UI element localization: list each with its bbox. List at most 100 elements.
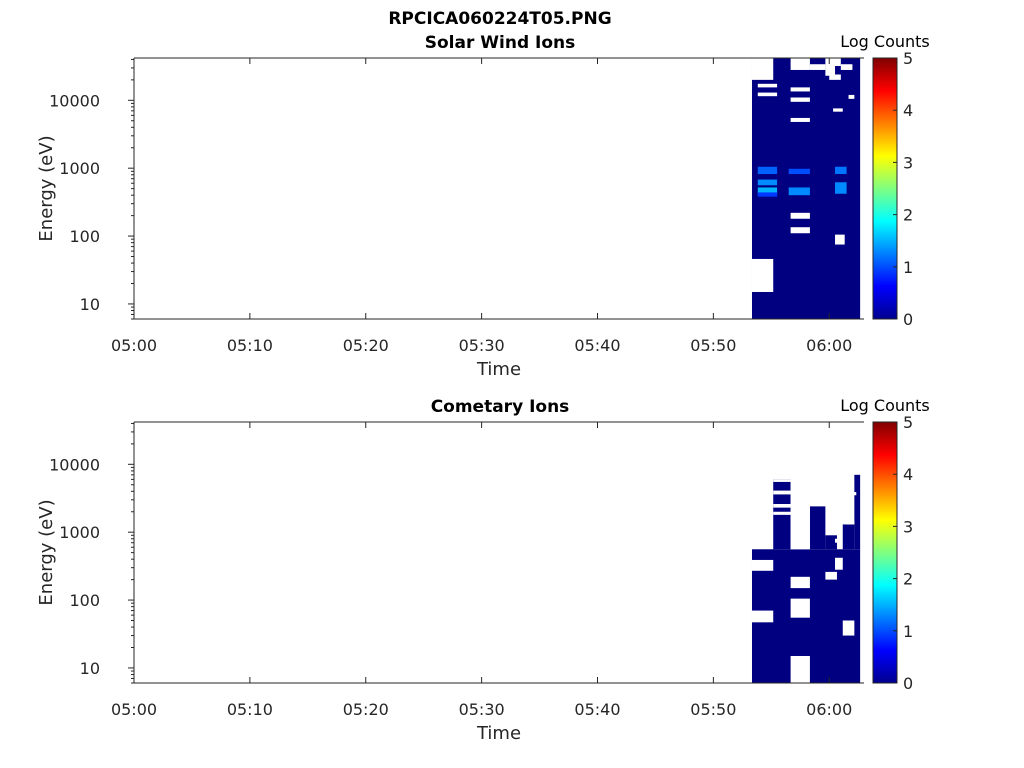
x-tick-label: 05:00 xyxy=(111,336,157,355)
colorbar-tick-label: 5 xyxy=(903,49,913,68)
x-tick-label: 05:40 xyxy=(574,700,620,719)
y-axis-label: Energy (eV) xyxy=(36,135,57,241)
x-tick-label: 05:30 xyxy=(459,700,505,719)
x-tick-label: 05:10 xyxy=(227,700,273,719)
data-cell xyxy=(842,524,855,550)
data-cell xyxy=(788,168,810,175)
colorbar-tick-label: 5 xyxy=(903,413,913,432)
data-gap xyxy=(773,511,791,515)
data-gap xyxy=(833,108,843,112)
colorbar-tick-label: 4 xyxy=(903,465,913,484)
data-gap xyxy=(751,58,774,80)
data-cell xyxy=(757,187,778,196)
y-tick-label: 1000 xyxy=(59,523,100,542)
data-gap xyxy=(757,83,778,88)
data-gap xyxy=(757,92,778,97)
colorbar-tick-label: 1 xyxy=(903,258,913,277)
x-tick-label: 05:30 xyxy=(459,336,505,355)
panel-title: Solar Wind Ions xyxy=(425,33,576,53)
data-cell xyxy=(854,474,861,550)
colorbar-tick-label: 0 xyxy=(903,310,913,329)
data-gap xyxy=(790,117,810,122)
data-gap xyxy=(846,510,853,515)
data-gap xyxy=(751,610,774,623)
data-gap xyxy=(844,486,853,490)
x-tick-label: 05:50 xyxy=(690,336,736,355)
data-gap xyxy=(831,478,843,482)
data-gap xyxy=(773,490,791,495)
figure-title: RPCICA060224T05.PNG xyxy=(388,9,611,29)
data-gap xyxy=(809,495,826,499)
data-gap xyxy=(833,502,839,507)
x-tick-label: 05:20 xyxy=(343,336,389,355)
colorbar-tick-label: 1 xyxy=(903,622,913,641)
data-gap xyxy=(825,571,837,580)
data-gap xyxy=(829,74,841,80)
y-tick-label: 1000 xyxy=(59,159,100,178)
colorbar xyxy=(872,421,898,684)
x-tick-label: 05:50 xyxy=(690,700,736,719)
x-tick-label: 05:20 xyxy=(343,700,389,719)
data-gap xyxy=(825,58,836,76)
data-gap xyxy=(842,470,853,474)
data-gap xyxy=(809,64,826,70)
data-cell xyxy=(757,179,778,186)
data-gap xyxy=(848,492,857,496)
data-gap xyxy=(790,655,810,683)
data-cell xyxy=(835,166,847,175)
solar-wind-ions-panel: Solar Wind Ions 05:00 05:10 05:20 05:30 05:4… xyxy=(36,32,930,380)
data-cell xyxy=(835,182,847,194)
data-gap xyxy=(790,97,810,102)
data-cell xyxy=(757,192,778,197)
colorbar-tick-label: 3 xyxy=(903,153,913,172)
y-tick-label: 100 xyxy=(69,591,100,610)
data-gap xyxy=(848,94,855,99)
panel-title: Cometary Ions xyxy=(431,397,570,417)
data-cell xyxy=(809,506,826,550)
data-gap xyxy=(809,470,826,474)
data-gap xyxy=(773,479,791,482)
colorbar-tick-label: 4 xyxy=(903,101,913,120)
data-gap xyxy=(840,64,853,70)
y-tick-label: 100 xyxy=(69,227,100,246)
data-gap xyxy=(790,598,810,618)
data-gap xyxy=(835,234,845,245)
data-gap xyxy=(842,620,855,636)
x-tick-label: 05:40 xyxy=(574,336,620,355)
cometary-ions-panel: Cometary Ions 05:00 05:10 05:20 05:30 05:40 0… xyxy=(36,396,930,744)
data-gap xyxy=(809,485,826,490)
colorbar-tick-label: 0 xyxy=(903,674,913,693)
colorbar-tick-label: 3 xyxy=(903,517,913,536)
y-tick-label: 10 xyxy=(80,295,100,314)
data-gap xyxy=(790,87,810,92)
data-gap xyxy=(773,504,791,508)
y-axis-label: Energy (eV) xyxy=(36,499,57,605)
x-axis-label: Time xyxy=(476,359,521,380)
x-tick-label: 05:10 xyxy=(227,336,273,355)
data-cell xyxy=(757,166,778,175)
data-cell xyxy=(825,535,837,550)
y-tick-label: 10000 xyxy=(49,91,100,110)
data-gap xyxy=(751,258,774,292)
data-gap xyxy=(829,58,841,67)
y-tick-label: 10000 xyxy=(49,455,100,474)
data-gap xyxy=(836,496,845,501)
data-gap xyxy=(790,227,810,234)
data-gap xyxy=(790,479,810,550)
x-axis-label: Time xyxy=(476,723,521,744)
data-gap xyxy=(835,557,843,570)
data-gap xyxy=(846,520,855,525)
y-tick-label: 10 xyxy=(80,659,100,678)
data-gap xyxy=(790,58,810,70)
colorbar-label: Log Counts xyxy=(840,32,930,51)
x-tick-label: 06:00 xyxy=(806,336,852,355)
data-gap xyxy=(790,576,810,589)
x-tick-label: 06:00 xyxy=(806,700,852,719)
x-tick-label: 05:00 xyxy=(111,700,157,719)
colorbar xyxy=(872,57,898,320)
data-cell xyxy=(788,187,810,196)
data-gap xyxy=(790,212,810,219)
data-gap xyxy=(835,538,841,543)
colorbar-tick-label: 2 xyxy=(903,206,913,225)
data-gap xyxy=(751,559,774,571)
